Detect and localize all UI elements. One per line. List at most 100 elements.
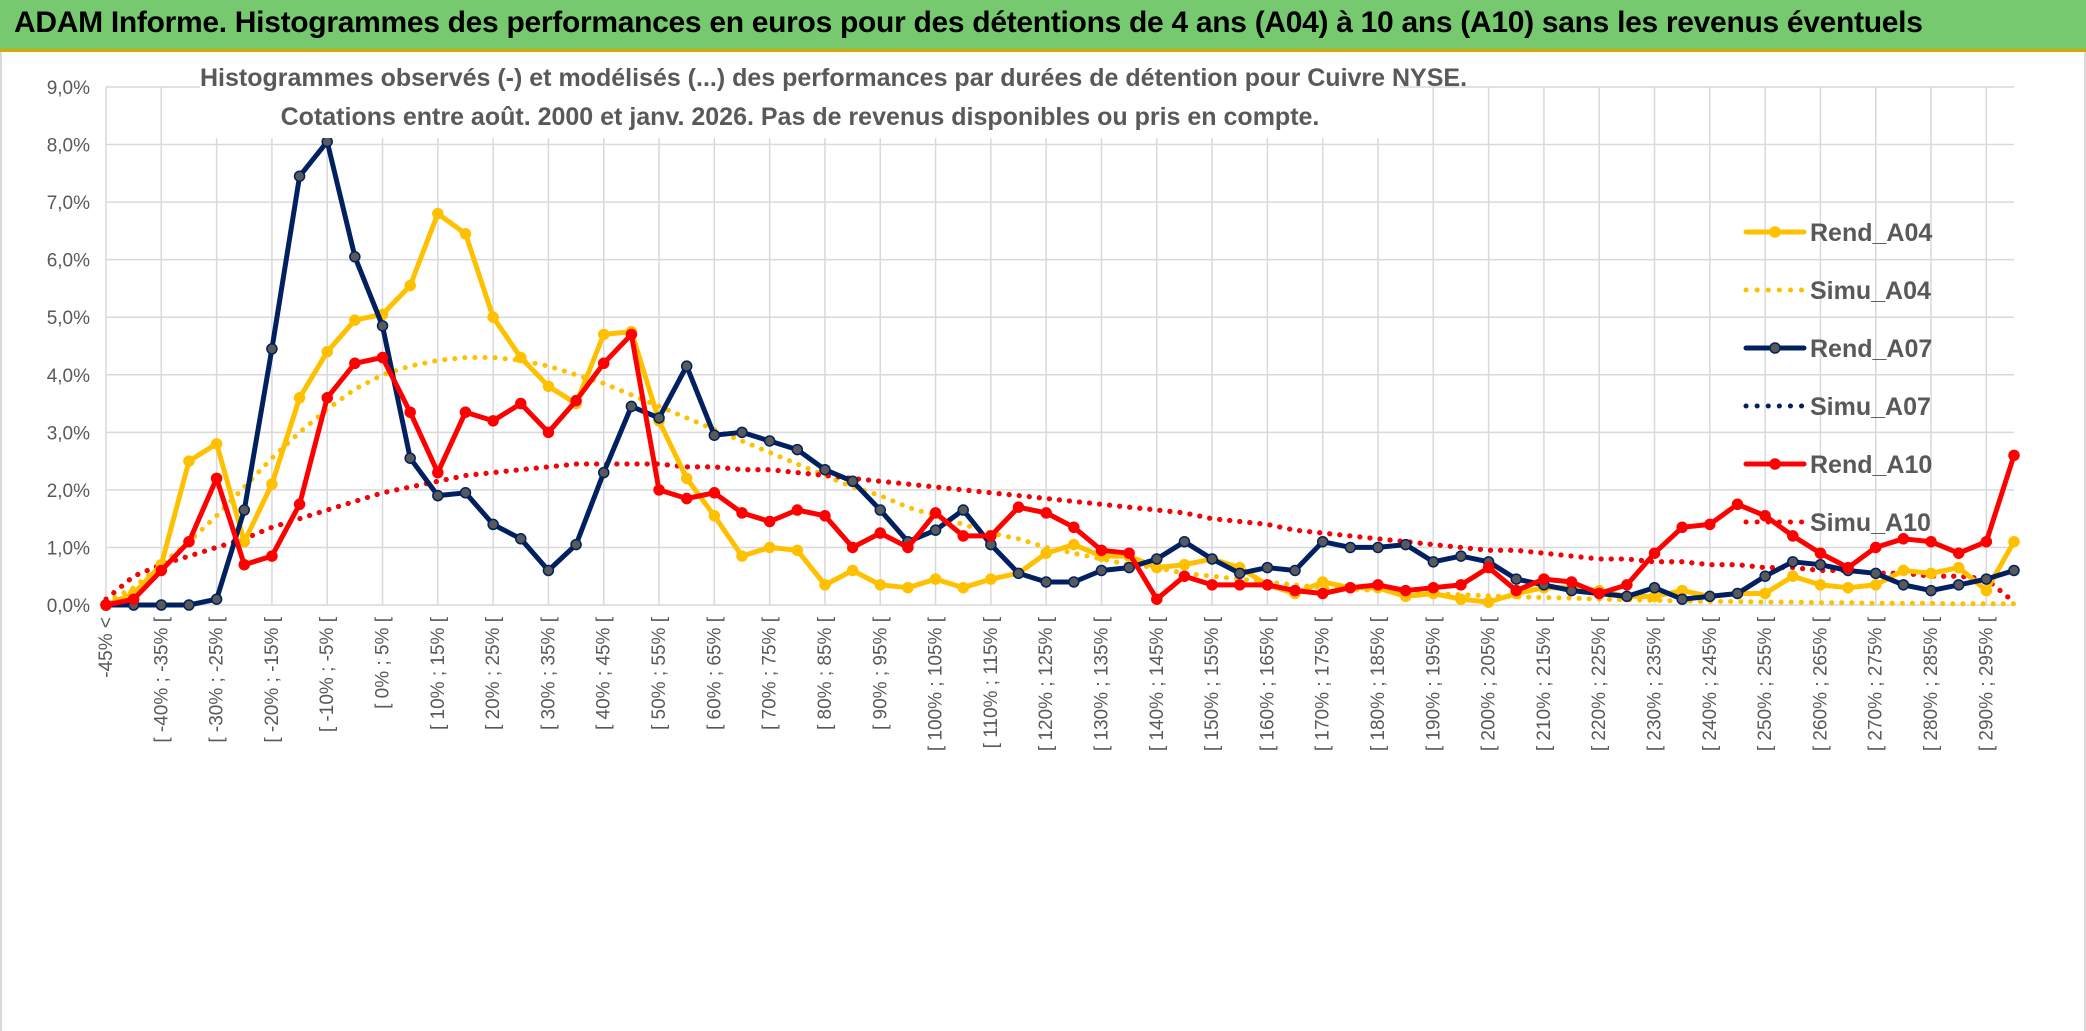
data-point-rend_a07 — [1455, 550, 1467, 562]
data-point-rend_a07 — [1869, 567, 1882, 580]
data-point-rend_a10 — [1869, 541, 1882, 554]
data-point-rend_a07 — [1289, 564, 1301, 577]
data-point-rend_a07 — [1261, 561, 1274, 574]
data-point-rend_a07 — [874, 504, 887, 516]
data-point-rend_a04 — [459, 228, 472, 240]
x-tick-label: [ 70% ; 75% [ — [760, 616, 781, 730]
data-point-rend_a07 — [238, 504, 251, 516]
data-point-rend_a10 — [1261, 579, 1274, 591]
legend-label-rend_a07: Rend_A07 — [1810, 335, 1932, 363]
x-tick-label: [ 80% ; 85% [ — [815, 616, 836, 730]
data-point-rend_a07 — [515, 533, 527, 545]
y-tick-label: 4,0% — [47, 366, 90, 387]
x-tick-label: [ 150% ; 155% [ — [1202, 616, 1223, 751]
x-tick-label: [ 110% ; 115% [ — [981, 616, 1002, 748]
data-point-rend_a07 — [597, 466, 610, 479]
data-point-rend_a04 — [1842, 581, 1854, 594]
data-point-rend_a07 — [266, 343, 278, 355]
y-tick-label: 0,0% — [47, 596, 90, 617]
data-point-rend_a07 — [1731, 587, 1744, 600]
data-point-rend_a10 — [708, 487, 721, 499]
data-point-rend_a10 — [1952, 547, 1965, 559]
data-point-rend_a10 — [100, 599, 112, 611]
legend-label-simu_a10: Simu_A10 — [1810, 509, 1931, 537]
x-tick-label: [ 60% ; 65% [ — [704, 616, 725, 730]
data-point-rend_a07 — [1648, 581, 1661, 594]
data-point-rend_a07 — [1344, 541, 1357, 554]
data-point-rend_a07 — [653, 412, 665, 424]
data-point-rend_a07 — [763, 435, 776, 447]
data-point-rend_a10 — [1980, 535, 1993, 548]
x-tick-label: [ 190% ; 195% [ — [1423, 616, 1444, 751]
data-point-rend_a07 — [183, 599, 195, 611]
legend-label-simu_a07: Simu_A07 — [1810, 393, 1931, 421]
data-point-rend_a10 — [1012, 501, 1025, 513]
data-point-rend_a04 — [515, 351, 527, 364]
data-point-rend_a07 — [1897, 579, 1910, 591]
x-tick-label: [ 90% ; 95% [ — [870, 616, 891, 730]
data-point-rend_a07 — [210, 593, 223, 605]
data-point-rend_a07 — [1980, 573, 1993, 585]
data-point-rend_a04 — [1482, 596, 1495, 608]
data-point-rend_a07 — [1233, 567, 1246, 580]
data-point-rend_a07 — [1621, 590, 1633, 603]
data-point-rend_a07 — [791, 443, 804, 456]
x-tick-label: [ 230% ; 235% [ — [1645, 616, 1666, 751]
y-tick-label: 6,0% — [47, 251, 90, 272]
data-point-rend_a07 — [1040, 576, 1052, 588]
data-point-rend_a04 — [902, 581, 914, 594]
x-tick-label: [ 270% ; 275% [ — [1866, 616, 1887, 751]
x-tick-label: [ 290% ; 295% [ — [1976, 616, 1997, 751]
data-point-rend_a10 — [432, 466, 444, 479]
data-point-rend_a04 — [1178, 558, 1191, 571]
data-point-rend_a10 — [349, 357, 361, 370]
x-tick-label: [ -20% ; -15% [ — [262, 616, 283, 742]
data-point-rend_a04 — [293, 392, 306, 404]
data-point-rend_a07 — [1676, 593, 1688, 605]
data-point-rend_a07 — [542, 564, 555, 577]
chart-subtitle: Cotations entre août. 2000 et janv. 2026… — [280, 103, 1320, 131]
data-point-rend_a07 — [1427, 556, 1440, 568]
data-point-rend_a04 — [1952, 561, 1965, 574]
data-point-rend_a10 — [1482, 561, 1495, 574]
data-point-rend_a04 — [1316, 576, 1329, 588]
data-point-rend_a04 — [1814, 579, 1827, 591]
x-tick-label: [ 170% ; 175% [ — [1313, 616, 1334, 751]
series-line-rend_a10 — [103, 332, 2017, 608]
data-point-rend_a07 — [929, 524, 942, 536]
data-point-rend_a10 — [404, 406, 416, 418]
legend-label-rend_a04: Rend_A04 — [1810, 219, 1932, 247]
data-point-rend_a04 — [736, 550, 748, 562]
y-tick-label: 1,0% — [47, 538, 90, 559]
data-point-rend_a10 — [1676, 521, 1688, 534]
legend-marker-rend_a04 — [1769, 226, 1781, 238]
data-point-rend_a04 — [763, 541, 776, 554]
data-point-rend_a07 — [1206, 553, 1218, 565]
data-point-rend_a07 — [155, 599, 168, 611]
data-point-rend_a10 — [183, 535, 195, 548]
data-point-rend_a10 — [1648, 547, 1661, 559]
data-point-rend_a07 — [376, 320, 389, 332]
x-tick-label: [ 30% ; 35% [ — [538, 616, 559, 730]
data-point-rend_a10 — [1068, 521, 1080, 534]
data-point-rend_a10 — [1289, 584, 1301, 597]
data-point-rend_a10 — [597, 357, 610, 370]
data-point-rend_a10 — [487, 415, 499, 427]
data-point-rend_a10 — [1704, 518, 1716, 531]
data-point-rend_a10 — [1344, 581, 1357, 594]
data-point-rend_a07 — [1316, 535, 1329, 548]
x-tick-label: [ 260% ; 265% [ — [1810, 616, 1831, 751]
data-point-rend_a04 — [542, 380, 555, 393]
data-point-rend_a10 — [1206, 579, 1218, 591]
data-point-rend_a04 — [1455, 593, 1467, 605]
data-point-rend_a04 — [680, 472, 693, 485]
data-point-rend_a10 — [1151, 593, 1163, 605]
x-tick-label: [ 180% ; 185% [ — [1368, 616, 1389, 751]
data-point-rend_a10 — [1925, 535, 1937, 548]
data-point-rend_a10 — [570, 394, 582, 407]
legend-label-rend_a10: Rend_A10 — [1810, 451, 1932, 479]
x-tick-label: [ 130% ; 135% [ — [1091, 616, 1112, 751]
x-axis-ticks: -45% < [ -40% ; -35% [[ -30% ; -25% [[ -2… — [96, 616, 1997, 751]
data-point-rend_a10 — [1621, 579, 1633, 591]
data-point-rend_a10 — [1123, 547, 1135, 559]
